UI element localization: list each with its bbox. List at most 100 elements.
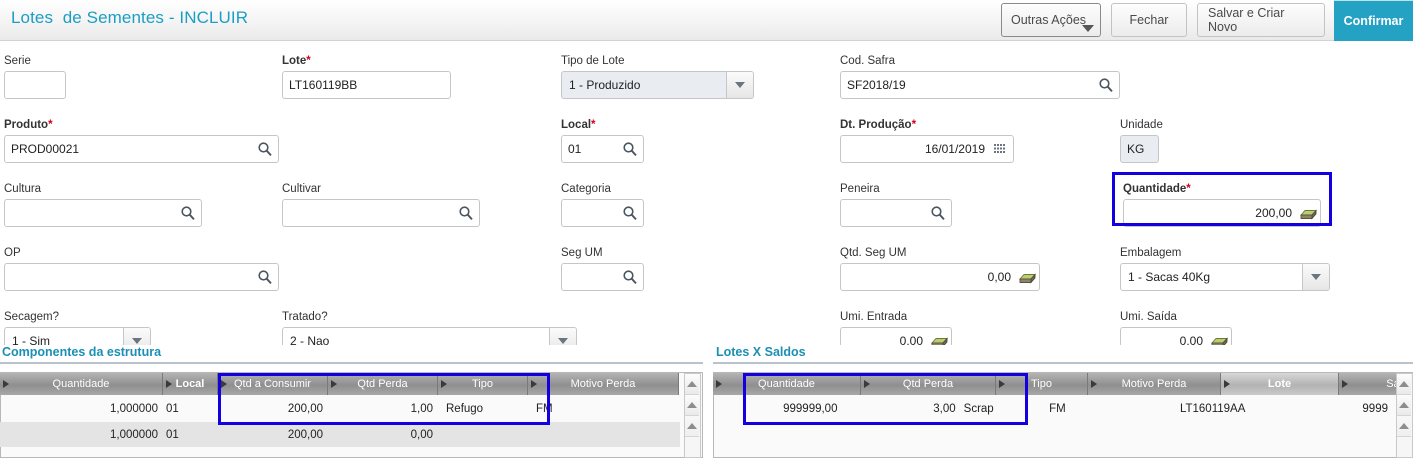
- cell-quantidade: 1,000000: [110, 402, 158, 415]
- lote-input[interactable]: LT160119BB: [282, 71, 451, 99]
- confirmar-button[interactable]: Confirmar: [1334, 0, 1413, 41]
- scroll-up-button-2[interactable]: [1397, 395, 1411, 416]
- search-icon[interactable]: [458, 205, 474, 221]
- dt-producao-input[interactable]: 16/01/2019: [840, 135, 1014, 163]
- quantidade-input[interactable]: 200,00: [1123, 199, 1321, 227]
- produto-input[interactable]: PROD00021: [4, 135, 279, 163]
- cod-safra-label: Cod. Safra: [840, 55, 895, 67]
- seg-um-input[interactable]: [561, 263, 644, 291]
- cell-motivo-perda: [528, 422, 679, 447]
- left-col-header-local[interactable]: Local: [163, 373, 218, 395]
- search-icon[interactable]: [1098, 77, 1114, 93]
- categoria-label: Categoria: [561, 183, 611, 195]
- cell-quantidade: 999999,00: [783, 402, 838, 415]
- left-grid-vertical-scrollbar[interactable]: [684, 373, 701, 458]
- scroll-up-button[interactable]: [1397, 374, 1411, 395]
- outras-acoes-label: Outras Ações: [1011, 13, 1087, 27]
- right-col-header-tipo[interactable]: Tipo: [996, 373, 1088, 395]
- field-umi-saida: Umi. Saída 0,00: [1120, 311, 1232, 345]
- calculator-icon[interactable]: [1210, 333, 1229, 345]
- left-col-header-qtd-a-consumir[interactable]: Qtd a Consumir: [218, 373, 328, 395]
- fechar-label: Fechar: [1129, 13, 1169, 27]
- scroll-up-button-2[interactable]: [685, 395, 699, 416]
- confirmar-label: Confirmar: [1343, 13, 1404, 28]
- local-label: Local*: [561, 119, 596, 131]
- serie-input[interactable]: [4, 71, 66, 99]
- field-tipo-de-lote: Tipo de Lote 1 - Produzido: [561, 55, 754, 99]
- cell-motivo-perda: FM: [1049, 402, 1066, 415]
- field-quantidade: Quantidade* 200,00: [1123, 183, 1321, 227]
- chevron-down-icon[interactable]: [549, 328, 576, 345]
- right-col-header-lote[interactable]: Lote: [1221, 373, 1339, 395]
- tratado-select[interactable]: 2 - Nao: [282, 327, 577, 345]
- tipo-de-lote-select[interactable]: 1 - Produzido: [561, 71, 754, 99]
- search-icon[interactable]: [257, 141, 273, 157]
- umi-entrada-input[interactable]: 0,00: [840, 327, 952, 345]
- calendar-icon[interactable]: [992, 141, 1008, 157]
- dt-producao-label: Dt. Produção*: [840, 119, 917, 131]
- cod-safra-input[interactable]: SF2018/19: [840, 71, 1120, 99]
- right-grid-title: Lotes X Saldos: [716, 345, 806, 359]
- right-col-header-quantidade[interactable]: Quantidade: [713, 373, 861, 395]
- search-icon[interactable]: [622, 141, 638, 157]
- right-col-label-qtd-perda: Qtd Perda: [902, 378, 954, 390]
- op-label: OP: [4, 247, 21, 259]
- chevron-down-icon[interactable]: [1302, 264, 1329, 290]
- right-grid-vertical-scrollbar[interactable]: [1396, 373, 1413, 458]
- left-col-header-tipo[interactable]: Tipo: [438, 373, 528, 395]
- left-col-header-quantidade[interactable]: Quantidade: [0, 373, 163, 395]
- seg-um-label: Seg UM: [561, 247, 603, 259]
- calculator-icon[interactable]: [1299, 205, 1318, 221]
- field-serie: Serie: [4, 55, 66, 99]
- cell-saldo-lote: 9999: [1362, 402, 1388, 415]
- cell-motivo-perda: FM: [536, 402, 553, 415]
- scroll-thumb[interactable]: [1397, 416, 1411, 437]
- cultura-input[interactable]: [4, 199, 202, 227]
- form-area: Serie Lote* LT160119BB Tipo de Lote 1 - …: [0, 41, 1413, 345]
- secagem-select[interactable]: 1 - Sim: [4, 327, 151, 345]
- calculator-icon[interactable]: [930, 333, 949, 345]
- right-grid-title-rule: [713, 362, 1413, 364]
- local-input[interactable]: 01: [561, 135, 644, 163]
- right-col-header-motivo-perda[interactable]: Motivo Perda: [1088, 373, 1221, 395]
- table-row[interactable]: 1,000000 01 200,00 0,00: [0, 422, 680, 447]
- categoria-input[interactable]: [561, 199, 644, 227]
- right-col-header-qtd-perda[interactable]: Qtd Perda: [861, 373, 996, 395]
- embalagem-select[interactable]: 1 - Sacas 40Kg: [1120, 263, 1330, 291]
- outras-acoes-button[interactable]: Outras Ações: [1001, 3, 1101, 37]
- search-icon[interactable]: [622, 269, 638, 285]
- search-icon[interactable]: [180, 205, 196, 221]
- peneira-input[interactable]: [840, 199, 952, 227]
- umi-entrada-value: 0,00: [899, 334, 923, 345]
- chevron-down-icon[interactable]: [123, 328, 150, 345]
- unidade-value-box: KG: [1120, 135, 1159, 163]
- search-icon[interactable]: [622, 205, 638, 221]
- sort-arrow-icon: [716, 380, 722, 388]
- chevron-down-icon[interactable]: [726, 72, 753, 98]
- qtd-seg-um-input[interactable]: 0,00: [840, 263, 1040, 291]
- left-col-header-motivo-perda[interactable]: Motivo Perda: [528, 373, 679, 395]
- op-input[interactable]: [4, 263, 279, 291]
- cell-local: 01: [166, 428, 179, 441]
- cultivar-label: Cultivar: [282, 183, 321, 195]
- quantidade-label: Quantidade*: [1123, 183, 1191, 195]
- cell-qtd-perda: 1,00: [410, 402, 433, 415]
- salvar-criar-novo-button[interactable]: Salvar e Criar Novo: [1197, 3, 1325, 37]
- scroll-up-button[interactable]: [685, 374, 699, 395]
- calculator-icon[interactable]: [1018, 269, 1037, 285]
- sort-arrow-icon: [1224, 380, 1230, 388]
- field-tratado: Tratado? 2 - Nao: [282, 311, 577, 345]
- search-icon[interactable]: [930, 205, 946, 221]
- cod-safra-value: SF2018/19: [847, 78, 906, 92]
- scroll-thumb[interactable]: [685, 416, 699, 437]
- left-grid-title: Componentes da estrutura: [2, 345, 162, 359]
- left-col-header-qtd-perda[interactable]: Qtd Perda: [328, 373, 438, 395]
- field-dt-producao: Dt. Produção* 16/01/2019: [840, 119, 1014, 163]
- fechar-button[interactable]: Fechar: [1111, 3, 1187, 37]
- search-icon[interactable]: [257, 269, 273, 285]
- left-col-label-qtd-a-consumir: Qtd a Consumir: [233, 378, 312, 390]
- sort-arrow-icon: [331, 380, 337, 388]
- table-row[interactable]: 999999,00 3,00 Scrap FM LT160119AA 9999: [713, 396, 1393, 421]
- umi-saida-input[interactable]: 0,00: [1120, 327, 1232, 345]
- cultivar-input[interactable]: [282, 199, 480, 227]
